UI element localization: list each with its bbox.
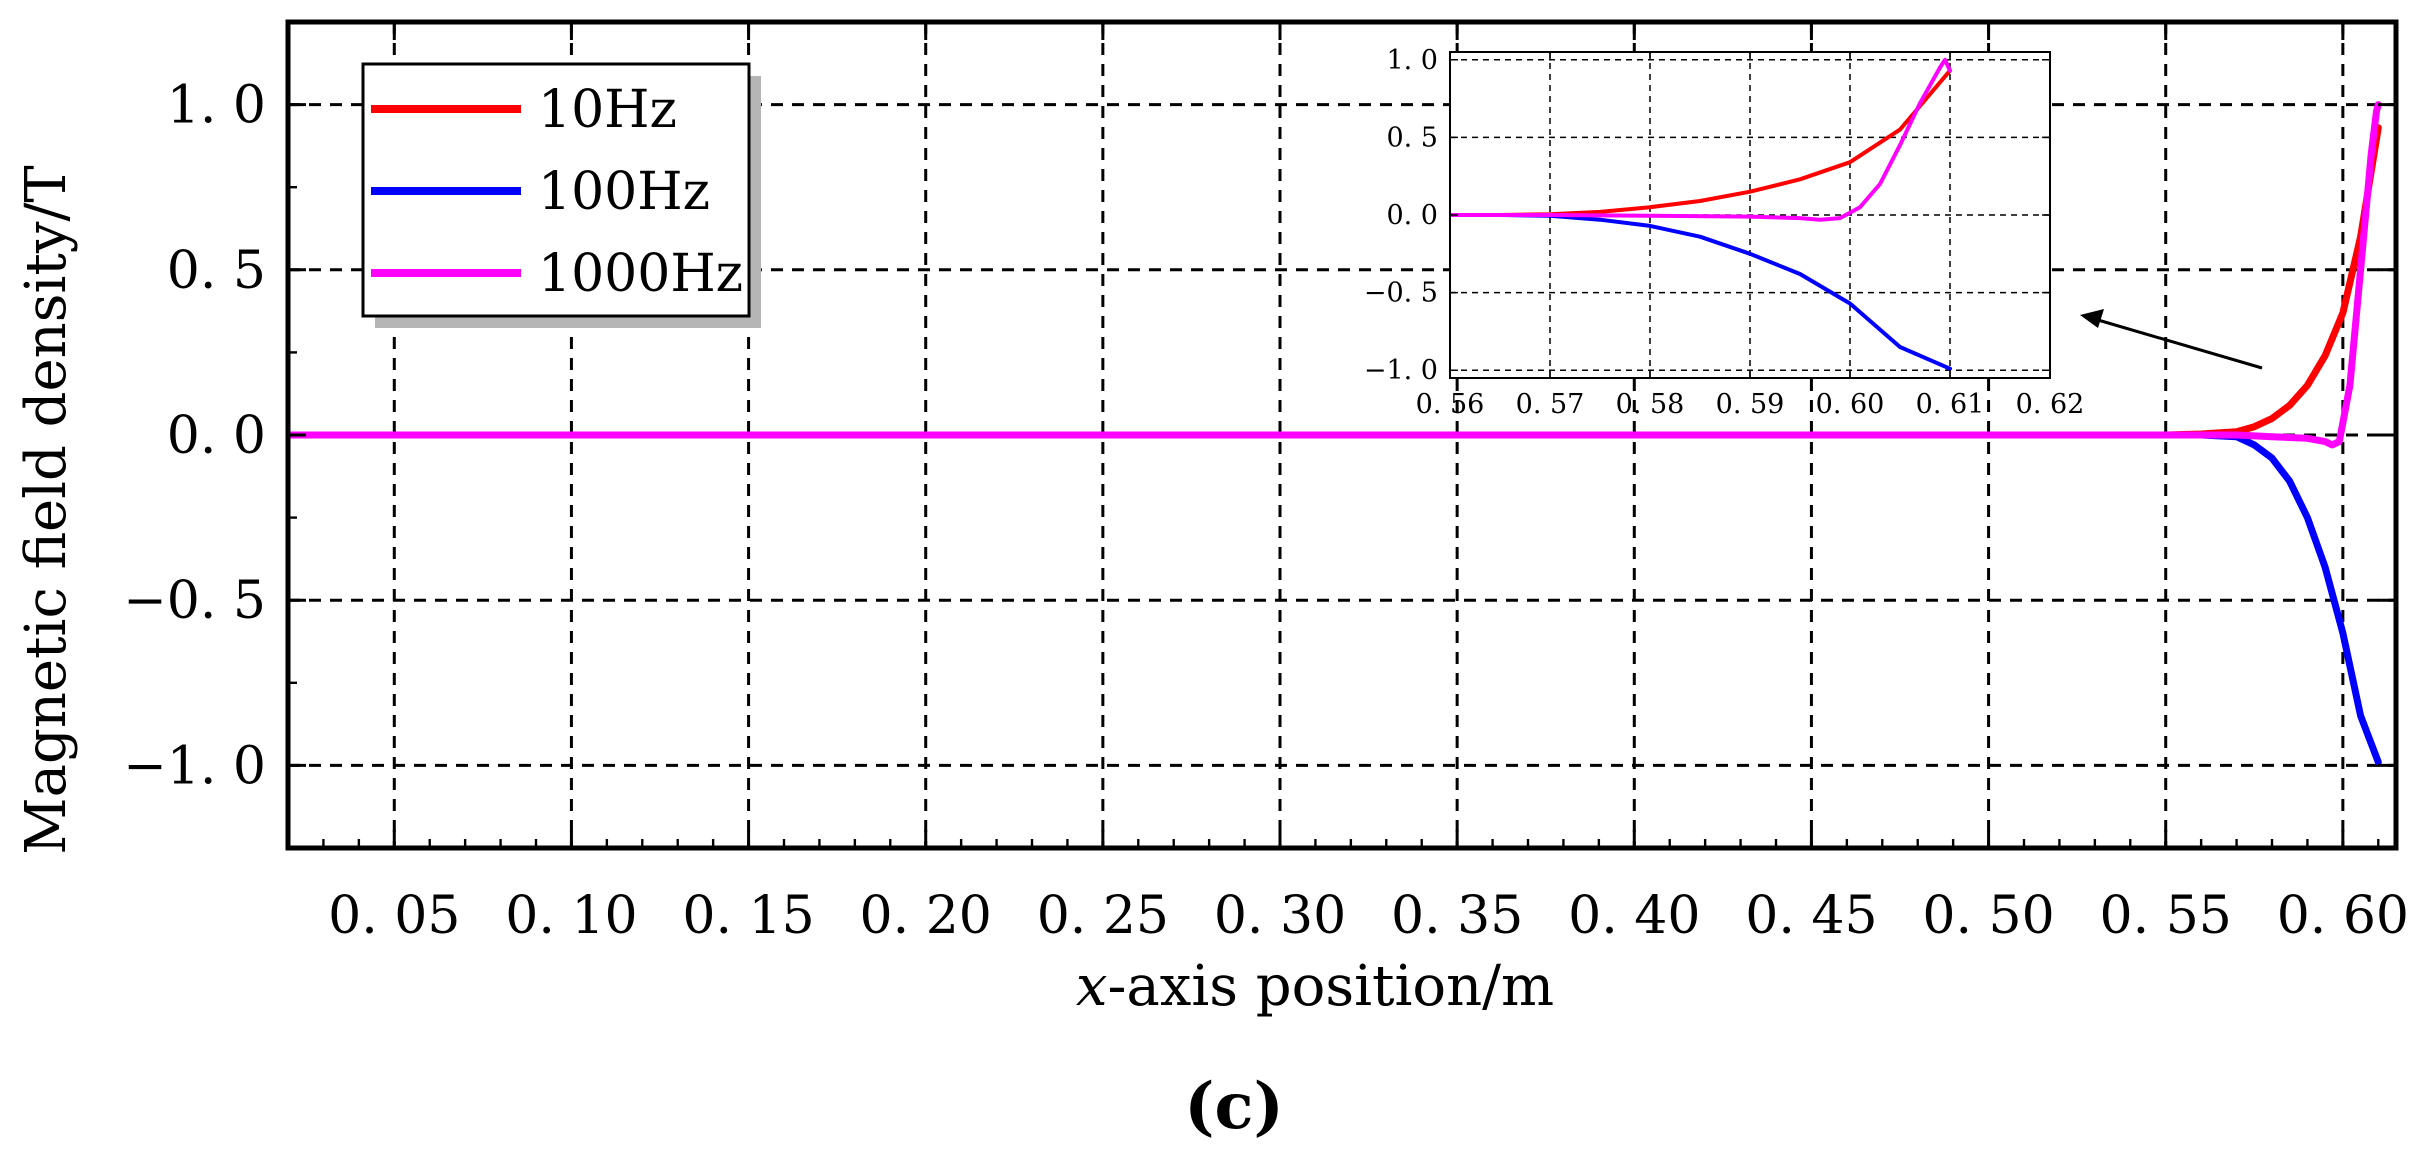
x-axis-title: x-axis position/m (1076, 954, 1554, 1019)
main-y-tick-label-0: −1. 0 (123, 736, 266, 796)
x-axis-title-variable: x (1076, 954, 1108, 1019)
main-y-tick-label-3: 0. 5 (167, 241, 266, 301)
inset-x-tick-label-1: 0. 57 (1516, 389, 1585, 420)
main-series-100Hz (288, 431, 2382, 766)
main-x-tick-label-8: 0. 45 (1745, 886, 1877, 946)
main-y-tick-label-1: −0. 5 (123, 571, 266, 631)
main-series (288, 101, 2382, 766)
zoom-arrow-line (2097, 318, 2263, 370)
inset-series-1000Hz (1450, 57, 1952, 222)
legend-label-10Hz: 10Hz (538, 80, 677, 140)
figure-caption: (c) (1184, 1069, 1284, 1144)
main-x-tick-label-10: 0. 55 (2100, 886, 2232, 946)
main-ticks: 0. 05 0. 10 0. 15 0. 20 0. 25 0. 30 0. 35 0. 40… (123, 20, 2409, 946)
main-x-tick-label-5: 0. 30 (1214, 886, 1346, 946)
inset-y-tick-label-4: 1. 0 (1386, 45, 1438, 76)
inset-y-tick-label-1: −0. 5 (1364, 278, 1438, 309)
main-x-tick-label-0: 0. 05 (328, 886, 460, 946)
main-x-tick-label-9: 0. 50 (1922, 886, 2054, 946)
inset-chart: 0. 56 0. 57 0. 58 0. 59 0. 60 0. 61 0. 62 −1. 0… (1364, 45, 2085, 420)
y-axis-title: Magnetic field density/T (14, 165, 79, 854)
inset-x-tick-label-6: 0. 62 (2016, 389, 2085, 420)
main-x-tick-label-3: 0. 20 (860, 886, 992, 946)
inset-y-tick-label-2: 0. 0 (1386, 200, 1438, 231)
main-y-tick-label-2: 0. 0 (167, 406, 266, 466)
inset-x-tick-label-0: 0. 56 (1416, 389, 1485, 420)
legend-label-100Hz: 100Hz (538, 162, 710, 222)
legend-label-1000Hz: 1000Hz (538, 244, 743, 304)
x-axis-title-rest: -axis position/m (1107, 954, 1554, 1019)
inset-x-tick-label-4: 0. 60 (1816, 389, 1885, 420)
main-x-tick-label-11: 0. 60 (2277, 886, 2409, 946)
main-x-tick-label-7: 0. 40 (1568, 886, 1700, 946)
main-x-tick-label-1: 0. 10 (505, 886, 637, 946)
main-series-1000Hz (288, 101, 2382, 449)
main-y-tick-label-4: 1. 0 (167, 76, 266, 136)
main-x-tick-label-2: 0. 15 (682, 886, 814, 946)
main-x-tick-label-6: 0. 35 (1391, 886, 1523, 946)
inset-x-tick-label-5: 0. 61 (1916, 389, 1985, 420)
main-x-tick-label-4: 0. 25 (1037, 886, 1169, 946)
legend: 10Hz 100Hz 1000Hz (361, 62, 761, 328)
zoom-arrow-head (2080, 309, 2104, 328)
inset-y-tick-label-3: 0. 5 (1386, 122, 1438, 153)
inset-ticks: 0. 56 0. 57 0. 58 0. 59 0. 60 0. 61 0. 62 −1. 0… (1364, 45, 2085, 420)
inset-x-tick-label-3: 0. 59 (1716, 389, 1785, 420)
inset-y-tick-label-0: −1. 0 (1364, 355, 1438, 386)
inset-x-tick-label-2: 0. 58 (1616, 389, 1685, 420)
inset-series (1450, 57, 1952, 371)
zoom-arrow (2080, 309, 2263, 370)
